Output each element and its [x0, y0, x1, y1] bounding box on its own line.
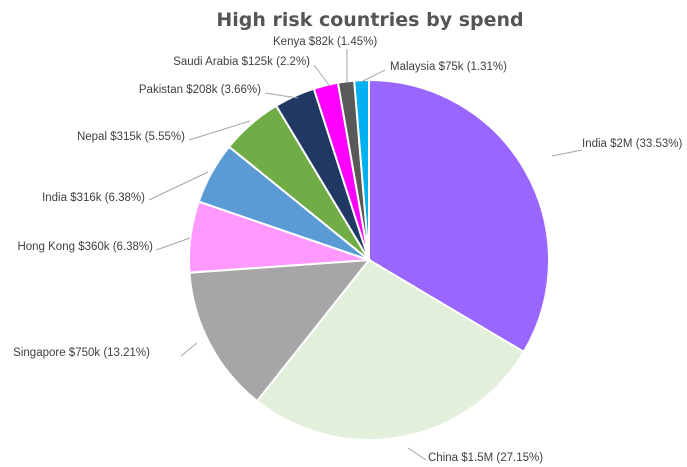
- slice-label: Singapore $750k (13.21%): [13, 347, 150, 359]
- leader-line: [188, 120, 251, 141]
- slice-label: Saudi Arabia $125k (2.2%): [173, 56, 310, 68]
- leader-line: [551, 149, 583, 157]
- pie-slices: [188, 78, 550, 441]
- pie-slice-singapore: [188, 258, 372, 403]
- leader-line: [360, 69, 386, 83]
- slice-label: India $2M (33.53%): [582, 138, 683, 150]
- leader-line: [313, 64, 330, 86]
- leader-line: [155, 237, 191, 251]
- leader-line: [180, 342, 198, 357]
- leader-line: [148, 171, 209, 201]
- pie-slice-india: [368, 78, 550, 354]
- leader-line: [407, 447, 427, 461]
- slice-label: Nepal $315k (5.55%): [77, 131, 185, 143]
- slice-label: Kenya $82k (1.45%): [273, 36, 377, 48]
- slice-label: Hong Kong $360k (6.38%): [17, 241, 153, 253]
- leader-line: [264, 92, 299, 99]
- slice-label: China $1.5M (27.15%): [428, 452, 543, 464]
- pie-slice-china: [255, 258, 526, 441]
- slice-label: Pakistan $208k (3.66%): [139, 84, 261, 96]
- slice-label: India $316k (6.38%): [42, 192, 145, 204]
- chart-title: High risk countries by spend: [216, 9, 524, 31]
- slice-label: Malaysia $75k (1.31%): [390, 61, 507, 73]
- pie-slice-malaysia: [353, 78, 370, 261]
- slice-labels: India $2M (33.53%) China $1.5M (27.15%) Si…: [13, 36, 682, 464]
- leader-lines: [148, 49, 583, 461]
